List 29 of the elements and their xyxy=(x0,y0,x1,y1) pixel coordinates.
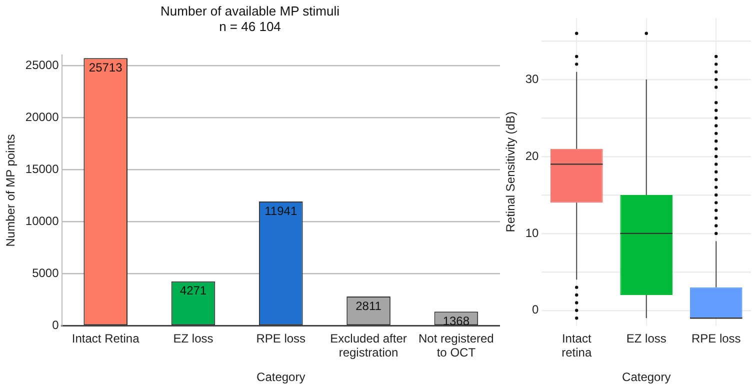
y-axis-title: Retinal Sensitivity (dB) xyxy=(504,112,518,232)
chart-subtitle: n = 46 104 xyxy=(219,18,281,34)
x-tick-label: RPE loss xyxy=(691,331,741,346)
y-tick-label: 20000 xyxy=(25,110,60,124)
data-label: 1368 xyxy=(442,314,470,328)
data-label: 11941 xyxy=(264,204,298,218)
x-tick-label: Excluded after registration xyxy=(330,331,407,360)
data-label: 25713 xyxy=(88,60,123,74)
y-tick-label: 20 xyxy=(525,148,540,163)
data-label: 4271 xyxy=(180,284,207,298)
data-label: 2811 xyxy=(356,298,382,313)
y-tick-label: 15000 xyxy=(25,162,60,176)
y-tick-label: 0 xyxy=(52,318,60,332)
y-tick-label: 30 xyxy=(525,72,540,86)
x-axis-title: Category xyxy=(256,370,306,384)
x-tick-label: Intact retina xyxy=(562,331,592,360)
x-tick-label: EZ loss xyxy=(173,331,214,346)
y-tick-label: 0 xyxy=(532,302,540,317)
y-axis-title: Number of MP points xyxy=(4,134,18,247)
x-tick-label: EZ loss xyxy=(626,331,666,346)
y-tick-label: 5000 xyxy=(32,266,60,280)
y-tick-label: 10000 xyxy=(25,214,60,228)
chart-title: Number of available MP stimuli xyxy=(160,3,340,18)
x-tick-label: Intact Retina xyxy=(72,331,140,346)
y-tick-label: 25000 xyxy=(25,58,60,72)
y-tick-label: 10 xyxy=(525,226,540,240)
x-tick-label: RPE loss xyxy=(256,331,306,346)
x-tick-label: Not registered to OCT xyxy=(418,331,494,360)
x-axis-title: Category xyxy=(622,370,671,384)
